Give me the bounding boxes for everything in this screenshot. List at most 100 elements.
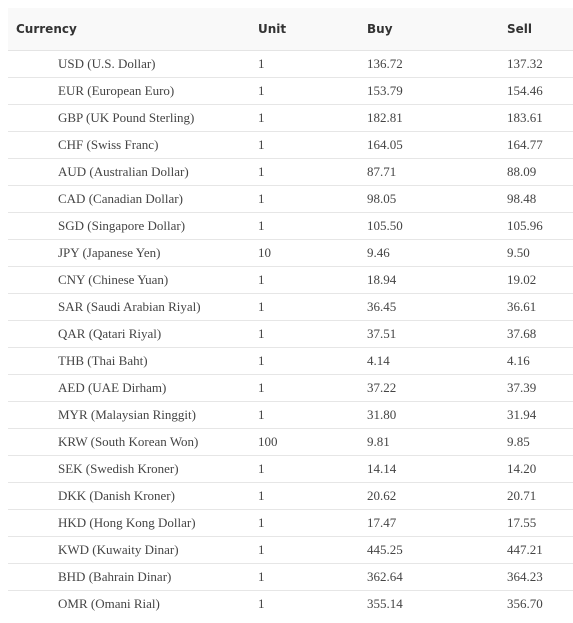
currency-cell: AED (UAE Dirham) xyxy=(8,374,258,402)
exchange-rate-table: Currency Unit Buy Sell USD (U.S. Dollar)… xyxy=(8,8,573,617)
sell-rate-cell: 183.61 xyxy=(507,104,573,132)
currency-cell: CNY (Chinese Yuan) xyxy=(8,266,258,294)
unit-cell: 1 xyxy=(258,455,367,483)
unit-cell: 1 xyxy=(258,158,367,186)
currency-cell: OMR (Omani Rial) xyxy=(58,596,160,611)
table-row: HKD (Hong Kong Dollar) 1 17.47 17.55 xyxy=(8,509,573,537)
table-row: KRW (South Korean Won) 100 9.81 9.85 xyxy=(8,428,573,456)
unit-cell: 10 xyxy=(258,239,367,267)
sell-rate-cell: 356.70 xyxy=(507,596,543,611)
table-body: USD (U.S. Dollar) 1 136.72 137.32 EUR (Europ… xyxy=(8,50,573,618)
unit-cell: 1 xyxy=(258,563,367,591)
table-row: CHF (Swiss Franc) 1 164.05 164.77 xyxy=(8,131,573,159)
unit-cell: 1 xyxy=(258,509,367,537)
unit-cell: 1 xyxy=(258,185,367,213)
table-row: OMR (Omani Rial) 1 355.14 356.70 xyxy=(8,591,573,618)
currency-cell: CHF (Swiss Franc) xyxy=(8,131,258,159)
table-row: GBP (UK Pound Sterling) 1 182.81 183.61 xyxy=(8,104,573,132)
unit-cell: 100 xyxy=(258,428,367,456)
table-row: MYR (Malaysian Ringgit) 1 31.80 31.94 xyxy=(8,401,573,429)
table-header: Currency Unit Buy Sell xyxy=(8,8,573,51)
sell-rate-cell: 37.39 xyxy=(507,374,573,402)
unit-cell: 1 xyxy=(258,536,367,564)
sell-rate-cell: 364.23 xyxy=(507,563,573,591)
unit-cell: 1 xyxy=(258,482,367,510)
buy-rate-cell: 98.05 xyxy=(367,185,507,213)
currency-cell: GBP (UK Pound Sterling) xyxy=(8,104,258,132)
currency-cell: QAR (Qatari Riyal) xyxy=(8,320,258,348)
buy-rate-cell: 18.94 xyxy=(367,266,507,294)
sell-rate-cell: 4.16 xyxy=(507,347,573,375)
currency-cell: SAR (Saudi Arabian Riyal) xyxy=(8,293,258,321)
sell-rate-cell: 31.94 xyxy=(507,401,573,429)
sell-rate-cell: 36.61 xyxy=(507,293,573,321)
header-buy: Buy xyxy=(367,8,507,51)
table-row: EUR (European Euro) 1 153.79 154.46 xyxy=(8,77,573,105)
table-row: THB (Thai Baht) 1 4.14 4.16 xyxy=(8,347,573,375)
buy-rate-cell: 20.62 xyxy=(367,482,507,510)
table-row: QAR (Qatari Riyal) 1 37.51 37.68 xyxy=(8,320,573,348)
buy-rate-cell: 4.14 xyxy=(367,347,507,375)
unit-cell: 1 xyxy=(258,293,367,321)
unit-cell: 1 xyxy=(258,50,367,78)
table-row: SGD (Singapore Dollar) 1 105.50 105.96 xyxy=(8,212,573,240)
currency-cell: KWD (Kuwaity Dinar) xyxy=(8,536,258,564)
unit-cell: 1 xyxy=(258,131,367,159)
table-row: KWD (Kuwaity Dinar) 1 445.25 447.21 xyxy=(8,536,573,564)
buy-rate-cell: 87.71 xyxy=(367,158,507,186)
buy-rate-cell: 9.46 xyxy=(367,239,507,267)
buy-rate-cell: 182.81 xyxy=(367,104,507,132)
buy-rate-cell: 14.14 xyxy=(367,455,507,483)
buy-rate-cell: 36.45 xyxy=(367,293,507,321)
sell-rate-cell: 154.46 xyxy=(507,77,573,105)
currency-cell: HKD (Hong Kong Dollar) xyxy=(8,509,258,537)
buy-rate-cell: 164.05 xyxy=(367,131,507,159)
sell-rate-cell: 137.32 xyxy=(507,50,573,78)
table-row: DKK (Danish Kroner) 1 20.62 20.71 xyxy=(8,482,573,510)
table-row: SAR (Saudi Arabian Riyal) 1 36.45 36.61 xyxy=(8,293,573,321)
currency-cell: AUD (Australian Dollar) xyxy=(8,158,258,186)
buy-rate-cell: 17.47 xyxy=(367,509,507,537)
currency-cell: SGD (Singapore Dollar) xyxy=(8,212,258,240)
currency-cell: THB (Thai Baht) xyxy=(8,347,258,375)
header-currency: Currency xyxy=(8,8,258,51)
table-row: AED (UAE Dirham) 1 37.22 37.39 xyxy=(8,374,573,402)
table-row: CAD (Canadian Dollar) 1 98.05 98.48 xyxy=(8,185,573,213)
sell-rate-cell: 105.96 xyxy=(507,212,573,240)
buy-rate-cell: 153.79 xyxy=(367,77,507,105)
sell-rate-cell: 17.55 xyxy=(507,509,573,537)
table-row: JPY (Japanese Yen) 10 9.46 9.50 xyxy=(8,239,573,267)
header-unit: Unit xyxy=(258,8,367,51)
table-row: SEK (Swedish Kroner) 1 14.14 14.20 xyxy=(8,455,573,483)
buy-rate-cell: 37.51 xyxy=(367,320,507,348)
sell-rate-cell: 447.21 xyxy=(507,536,573,564)
sell-rate-cell: 37.68 xyxy=(507,320,573,348)
sell-rate-cell: 164.77 xyxy=(507,131,573,159)
unit-cell: 1 xyxy=(258,77,367,105)
unit-cell: 1 xyxy=(258,266,367,294)
currency-cell: DKK (Danish Kroner) xyxy=(8,482,258,510)
unit-cell: 1 xyxy=(258,320,367,348)
buy-rate-cell: 136.72 xyxy=(367,50,507,78)
buy-rate-cell: 445.25 xyxy=(367,536,507,564)
sell-rate-cell: 20.71 xyxy=(507,482,573,510)
sell-rate-cell: 98.48 xyxy=(507,185,573,213)
currency-cell: BHD (Bahrain Dinar) xyxy=(8,563,258,591)
buy-rate-cell: 31.80 xyxy=(367,401,507,429)
currency-cell: MYR (Malaysian Ringgit) xyxy=(8,401,258,429)
currency-cell: USD (U.S. Dollar) xyxy=(8,50,258,78)
sell-rate-cell: 9.50 xyxy=(507,239,573,267)
currency-cell: SEK (Swedish Kroner) xyxy=(8,455,258,483)
table-row: BHD (Bahrain Dinar) 1 362.64 364.23 xyxy=(8,563,573,591)
unit-cell: 1 xyxy=(258,347,367,375)
table-row: USD (U.S. Dollar) 1 136.72 137.32 xyxy=(8,50,573,78)
currency-cell: EUR (European Euro) xyxy=(8,77,258,105)
currency-cell: JPY (Japanese Yen) xyxy=(8,239,258,267)
buy-rate-cell: 105.50 xyxy=(367,212,507,240)
table-row: CNY (Chinese Yuan) 1 18.94 19.02 xyxy=(8,266,573,294)
exchange-rate-table-container: Currency Unit Buy Sell USD (U.S. Dollar)… xyxy=(8,8,573,617)
sell-rate-cell: 9.85 xyxy=(507,428,573,456)
currency-cell: CAD (Canadian Dollar) xyxy=(8,185,258,213)
buy-rate-cell: 37.22 xyxy=(367,374,507,402)
unit-cell: 1 xyxy=(258,212,367,240)
